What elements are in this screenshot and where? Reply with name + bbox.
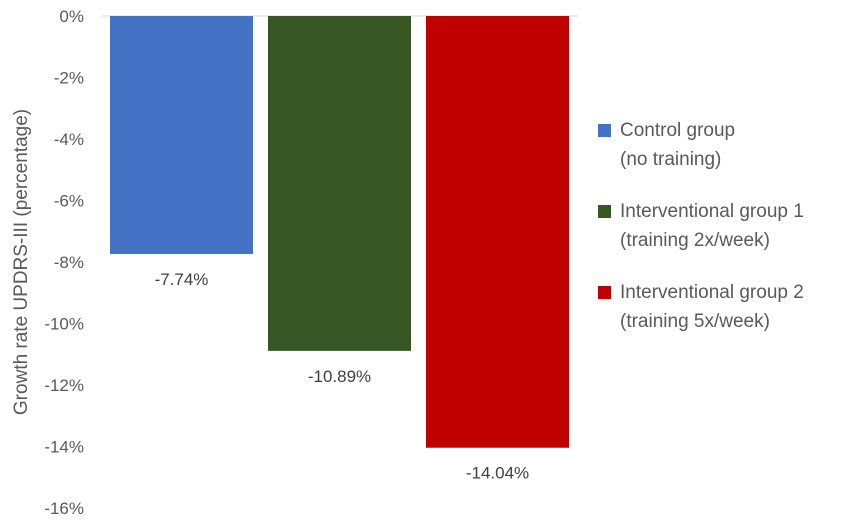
- y-tick-label: -10%: [44, 315, 84, 334]
- y-tick-label: -12%: [44, 376, 84, 395]
- y-tick-label: -14%: [44, 438, 84, 457]
- legend-label-line: Interventional group 1: [620, 201, 804, 222]
- legend-label-group-2: Interventional group 2 (training 5x/week…: [620, 278, 804, 336]
- legend-item-group-2: Interventional group 2 (training 5x/week…: [598, 278, 848, 336]
- legend-swatch-group-2: [598, 286, 611, 299]
- y-tick-label: -4%: [54, 130, 84, 149]
- legend-swatch-control: [598, 124, 611, 137]
- legend-label-line: (training 2x/week): [620, 230, 770, 251]
- legend-label-line: Interventional group 2: [620, 282, 804, 303]
- y-tick-label: 0%: [59, 7, 84, 26]
- data-labels-group: -7.74% -10.89% -14.04%: [155, 270, 530, 483]
- legend-label-group-1: Interventional group 1 (training 2x/week…: [620, 197, 804, 255]
- y-tick-label: -6%: [54, 192, 84, 211]
- legend-item-group-1: Interventional group 1 (training 2x/week…: [598, 197, 848, 255]
- y-tick-label: -8%: [54, 253, 84, 272]
- y-axis-ticks: 0% -2% -4% -6% -8% -10% -12% -14% -16%: [44, 7, 84, 518]
- y-tick-label: -16%: [44, 499, 84, 518]
- legend-label-line: Control group: [620, 120, 736, 141]
- legend-item-control: Control group (no training): [598, 116, 848, 174]
- bar-1: [110, 16, 253, 255]
- y-tick-label: -2%: [54, 69, 84, 88]
- legend-label-line: (training 5x/week): [620, 311, 770, 332]
- bar-3: [426, 16, 569, 448]
- legend: Control group (no training) Intervention…: [598, 116, 848, 359]
- bars-group: [110, 16, 569, 448]
- data-label-3: -14.04%: [466, 464, 529, 483]
- y-axis-title: Growth rate UPDRS-III (percentage): [11, 109, 32, 415]
- bar-2: [268, 16, 411, 351]
- legend-swatch-group-1: [598, 205, 611, 218]
- legend-label-control: Control group (no training): [620, 116, 735, 174]
- data-label-1: -7.74%: [155, 270, 209, 289]
- data-label-2: -10.89%: [308, 367, 371, 386]
- legend-label-line: (no training): [620, 149, 722, 170]
